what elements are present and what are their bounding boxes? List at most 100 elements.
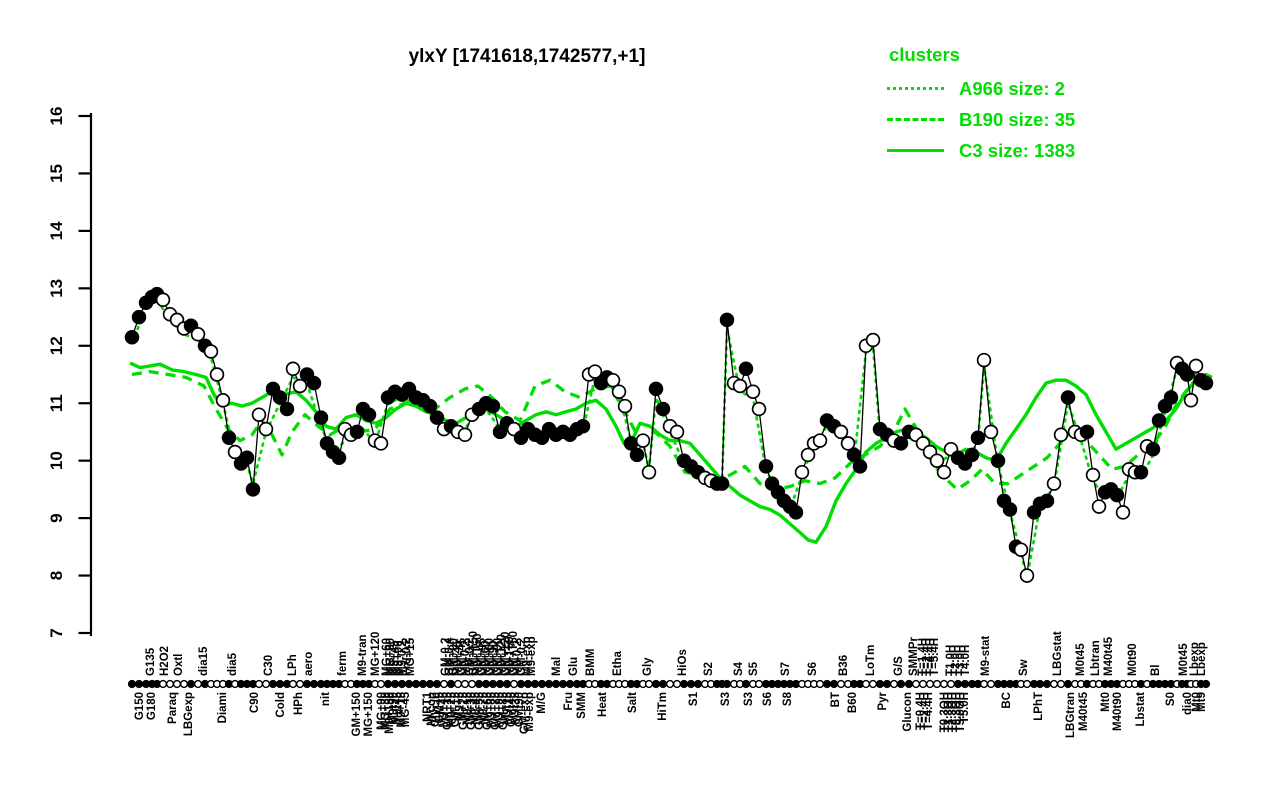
x-condition-label: Glucon (902, 692, 914, 732)
rug-dot (1063, 679, 1073, 689)
rug-dot (193, 679, 203, 689)
x-condition-label: Lbtran (1090, 640, 1102, 676)
x-condition-label: GMt45 (506, 691, 518, 727)
x-condition-label: T4.0H (960, 645, 972, 676)
dotted-line-icon (887, 87, 944, 90)
x-condition-label: G180 (146, 692, 158, 720)
data-point-open (1053, 427, 1069, 443)
x-condition-label: M9-0.2 (397, 640, 409, 676)
data-point-filled (221, 430, 237, 445)
data-point-open (641, 464, 657, 480)
x-condition-label: Bl (1150, 665, 1162, 677)
rug-dot (741, 679, 751, 689)
rug-dot (836, 679, 846, 689)
x-condition-label: GM+T50 (508, 631, 520, 676)
rug-dot (383, 679, 393, 689)
x-condition-label: GM+45 (476, 637, 488, 676)
x-condition-label: S5 (748, 661, 760, 676)
x-condition-label: GM+55 (474, 691, 486, 730)
legend-item-c3: C3 size: 1383 (887, 135, 1075, 166)
x-condition-label: Etha (612, 650, 624, 676)
x-condition-label: S2 (703, 662, 715, 676)
rug-dot (754, 679, 764, 689)
y-axis: 7 8 9 10 11 12 13 14 15 16 (47, 107, 93, 638)
x-condition-label: Pyr (877, 691, 889, 710)
rug-dot (453, 679, 463, 689)
data-point-open (203, 344, 219, 359)
x-condition-label: S0 (1165, 692, 1177, 706)
y-tick-label: 16 (47, 107, 66, 126)
data-point-filled (964, 447, 980, 463)
x-condition-label: S8 (782, 691, 794, 706)
data-point-open (611, 384, 627, 399)
data-point-filled (738, 361, 754, 377)
data-point-open (1188, 358, 1204, 374)
data-point-open (840, 436, 856, 451)
rug-dot (829, 679, 839, 689)
x-condition-label: G/S (893, 656, 905, 676)
data-point-filled (422, 398, 438, 414)
data-point-filled (1151, 413, 1167, 428)
data-point-open (983, 424, 999, 440)
data-point-filled (1079, 424, 1095, 440)
rug-dot (565, 679, 575, 689)
y-tick-label: 9 (47, 513, 66, 522)
x-condition-label: LBGtran (1065, 692, 1077, 738)
x-condition-label: M0t45 (1178, 643, 1190, 676)
rug-dot (889, 679, 899, 689)
data-point-filled (124, 329, 140, 345)
x-condition-label: Paraq (167, 692, 179, 724)
legend-item-label: B190 size: 35 (959, 108, 1076, 130)
data-point-filled (788, 505, 804, 520)
y-tick-label: 10 (47, 451, 66, 470)
data-point-filled (970, 430, 986, 445)
x-condition-label: Glu (568, 657, 580, 676)
x-condition-label: LBGexp (183, 692, 195, 736)
x-condition-label: M9+45 (389, 640, 401, 676)
rug-dot (1035, 679, 1045, 689)
x-condition-label: M9-15 (462, 691, 474, 724)
x-condition-label: Sw (1018, 659, 1030, 676)
series-solid (129, 361, 1213, 544)
x-condition-label: M9-T50 (504, 636, 516, 676)
x-condition-label: Lbexp (1189, 642, 1201, 676)
x-condition-label: S6 (762, 692, 774, 706)
rug-dot (425, 679, 435, 689)
rug-dot (551, 679, 561, 689)
rug-dot (261, 679, 271, 689)
x-condition-label: Fru-0.2 (401, 638, 413, 676)
x-condition-label: M9-0.2 (460, 640, 472, 676)
x-condition-label: T1.3OH (943, 692, 955, 732)
data-point-open (1046, 476, 1062, 491)
rug-dot (986, 679, 996, 689)
data-point-open (457, 427, 473, 443)
rug-dot (502, 679, 512, 689)
data-point-open (936, 464, 952, 480)
x-condition-label: GM+T50 (468, 631, 480, 676)
x-condition-label: C30 (263, 655, 275, 676)
x-condition-label: T=2.4H (921, 638, 933, 676)
data-point-filled (361, 407, 377, 422)
data-point-filled (714, 476, 730, 491)
x-condition-label: M9+90 (393, 641, 405, 676)
series-dashed (131, 369, 1205, 492)
data-point-open (929, 453, 945, 468)
x-condition-label: M9+T50 (472, 633, 484, 676)
rug-dot (460, 679, 470, 689)
rug-dot (882, 679, 892, 689)
rug-dot (411, 679, 421, 689)
rug-dot (186, 679, 196, 689)
rug-dot (488, 679, 498, 689)
data-point-open (227, 444, 243, 460)
rug-dot (693, 679, 703, 689)
x-condition-label: M9-stat (980, 636, 992, 676)
x-condition-label: GM+65 (482, 691, 494, 730)
rug-dot (158, 679, 168, 689)
x-condition-label: Fru (563, 692, 575, 711)
x-condition-label: GM-0.4 (444, 637, 456, 676)
rug-dot (474, 679, 484, 689)
x-condition-label: S3 (720, 692, 732, 706)
x-condition-label: T=0.4H (915, 692, 927, 730)
x-condition-label: GM-exp (519, 692, 531, 734)
